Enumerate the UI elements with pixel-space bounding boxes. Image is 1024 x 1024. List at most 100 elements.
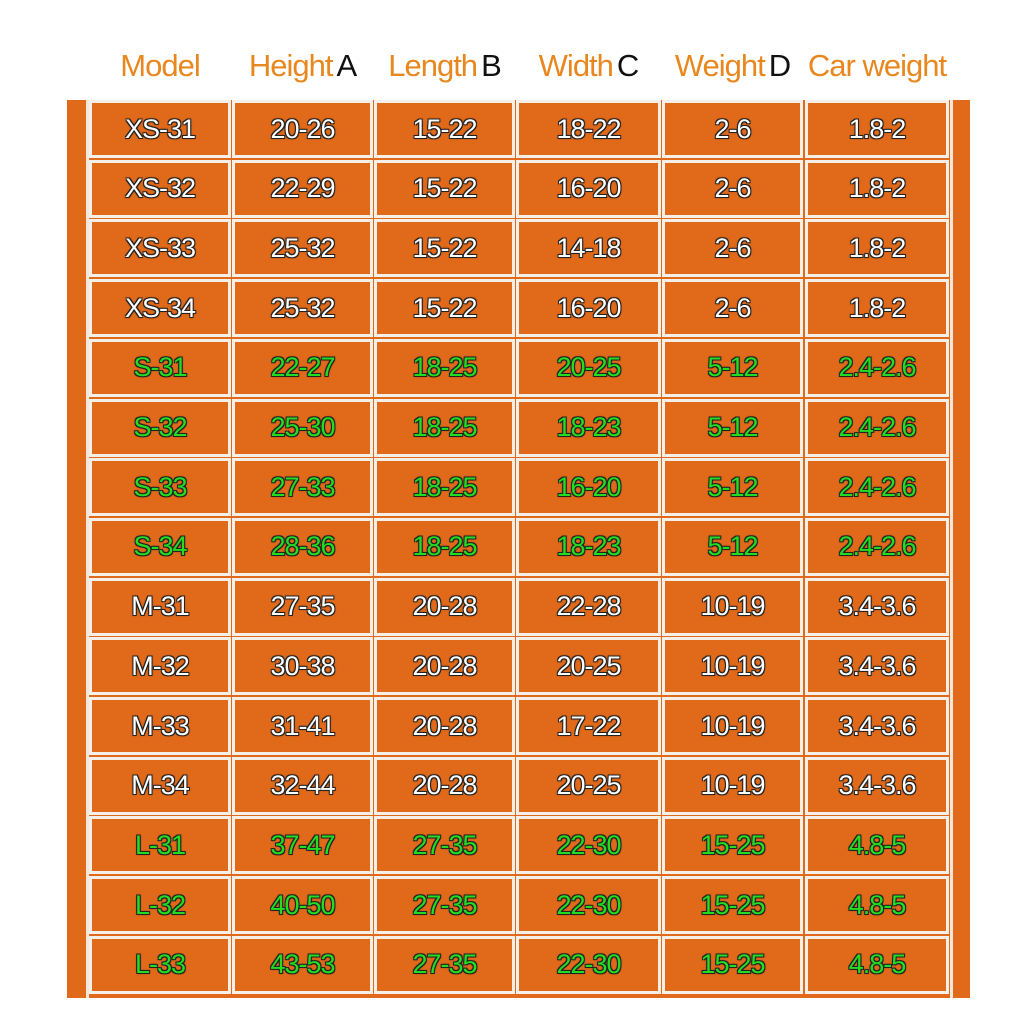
table-cell: 30-38 — [235, 640, 370, 693]
table-cell: 27-33 — [235, 461, 370, 514]
table-cell: 3.4-3.6 — [808, 759, 946, 812]
table-cell: 22-29 — [235, 162, 370, 215]
table-cell: M-31 — [92, 580, 228, 633]
table-cell: 15-22 — [377, 103, 512, 155]
table-cell: 2.4-2.6 — [808, 520, 946, 573]
table-cell: 1.8-2 — [808, 103, 946, 155]
table-cell: 20-25 — [519, 341, 658, 394]
table-cell: 15-25 — [665, 938, 800, 991]
table-cell: 18-23 — [519, 401, 658, 454]
table-cell: 15-22 — [377, 222, 512, 275]
table-cell: 15-22 — [377, 282, 512, 335]
table-cell: 27-35 — [377, 879, 512, 932]
table-cell: 2.4-2.6 — [808, 401, 946, 454]
table-cell: 10-19 — [665, 700, 800, 752]
column-header: Weight D — [655, 44, 810, 88]
table-cell: 16-20 — [519, 461, 658, 514]
table-cell: 15-25 — [665, 819, 800, 872]
column-header: Car weight — [798, 44, 956, 88]
table-cell: 22-30 — [519, 938, 658, 991]
column-header: Model — [82, 44, 238, 88]
table-cell: 3.4-3.6 — [808, 640, 946, 693]
header-label: Model — [120, 48, 200, 83]
table-cell: 5-12 — [665, 401, 800, 454]
table-cell: XS-33 — [92, 222, 228, 275]
table-cell: 10-19 — [665, 580, 800, 633]
table-cell: 2-6 — [665, 282, 800, 335]
table-cell: XS-32 — [92, 162, 228, 215]
table-cell: 22-30 — [519, 879, 658, 932]
header-letter: C — [616, 48, 639, 83]
table-cell: 18-23 — [519, 520, 658, 573]
table-cell: 3.4-3.6 — [808, 700, 946, 752]
table-cell: 20-28 — [377, 640, 512, 693]
header-letter: B — [481, 48, 502, 83]
table-cell: 16-20 — [519, 162, 658, 215]
header-label: Height — [248, 48, 334, 83]
table-cell: 4.8-5 — [808, 938, 946, 991]
table-cell: 18-25 — [377, 341, 512, 394]
table-cell: M-32 — [92, 640, 228, 693]
table-cell: 5-12 — [665, 341, 800, 394]
table-cell: 25-32 — [235, 282, 370, 335]
table-cell: 32-44 — [235, 759, 370, 812]
table-cell: 15-22 — [377, 162, 512, 215]
table-cell: S-32 — [92, 401, 228, 454]
table-cell: 15-25 — [665, 879, 800, 932]
header-letter: D — [768, 48, 791, 83]
table-cell: 20-25 — [519, 640, 658, 693]
table-cell: 18-25 — [377, 401, 512, 454]
table-cell: 28-36 — [235, 520, 370, 573]
table-cell: 27-35 — [377, 819, 512, 872]
header-label: Car weight — [807, 48, 947, 83]
table-cell: S-34 — [92, 520, 228, 573]
column-header: Length B — [367, 44, 522, 88]
table-cell: 18-25 — [377, 461, 512, 514]
table-cell: 2.4-2.6 — [808, 341, 946, 394]
table-cell: 5-12 — [665, 461, 800, 514]
table-cell: 2-6 — [665, 103, 800, 155]
table-cell: 20-28 — [377, 759, 512, 812]
table-cell: 20-25 — [519, 759, 658, 812]
table-cell: 14-18 — [519, 222, 658, 275]
table-cell: 22-30 — [519, 819, 658, 872]
table-cell: M-33 — [92, 700, 228, 752]
table-cell: 16-20 — [519, 282, 658, 335]
table-cell: 40-50 — [235, 879, 370, 932]
table-cell: 20-28 — [377, 580, 512, 633]
table-cell: 18-22 — [519, 103, 658, 155]
table-cell: 4.8-5 — [808, 819, 946, 872]
table-cell: XS-34 — [92, 282, 228, 335]
table-cell: 31-41 — [235, 700, 370, 752]
table-cell: 20-26 — [235, 103, 370, 155]
table-cell: 2-6 — [665, 162, 800, 215]
table-cell: 17-22 — [519, 700, 658, 752]
header-label: Width — [538, 48, 614, 83]
table-cell: 22-27 — [235, 341, 370, 394]
table-cell: 10-19 — [665, 759, 800, 812]
table-cell: 43-53 — [235, 938, 370, 991]
table-cell: 25-32 — [235, 222, 370, 275]
header-letter: A — [336, 48, 357, 83]
table-cell: XS-31 — [92, 103, 228, 155]
table-cell: 10-19 — [665, 640, 800, 693]
column-header: Width C — [509, 44, 668, 88]
header-label: Length — [388, 48, 478, 83]
table-cell: 4.8-5 — [808, 879, 946, 932]
table-cell: 3.4-3.6 — [808, 580, 946, 633]
table-cell: 1.8-2 — [808, 222, 946, 275]
table-cell: 20-28 — [377, 700, 512, 752]
column-header: Height A — [225, 44, 380, 88]
table-cell: 27-35 — [377, 938, 512, 991]
table-cell: M-34 — [92, 759, 228, 812]
table-cell: 2.4-2.6 — [808, 461, 946, 514]
table-cell: S-33 — [92, 461, 228, 514]
frame-line — [86, 100, 89, 998]
table-cell: L-31 — [92, 819, 228, 872]
table-cell: 1.8-2 — [808, 162, 946, 215]
frame-line — [950, 100, 953, 998]
table-cell: S-31 — [92, 341, 228, 394]
table-cell: 1.8-2 — [808, 282, 946, 335]
table-cell: L-33 — [92, 938, 228, 991]
